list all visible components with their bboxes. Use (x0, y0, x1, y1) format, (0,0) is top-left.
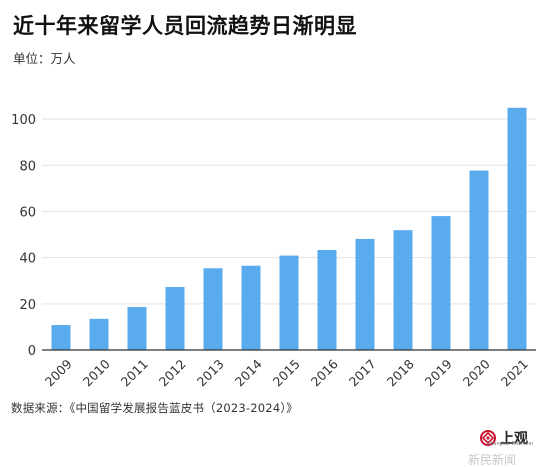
brand-name: 上观 (500, 431, 528, 447)
bar (431, 216, 451, 350)
bar (317, 250, 337, 350)
watermark: 新民新闻 (468, 453, 517, 467)
chart-title: 近十年来留学人员回流趋势日渐明显 (13, 14, 357, 38)
x-tick-label: 2019 (422, 356, 455, 389)
bar (89, 318, 109, 350)
y-tick-label: 20 (19, 298, 36, 313)
unit-label: 单位：万人 (13, 51, 76, 66)
x-tick-label: 2020 (460, 356, 493, 389)
x-tick-label: 2017 (346, 356, 379, 389)
x-tick-label: 2021 (498, 356, 531, 389)
y-tick-label: 60 (19, 205, 36, 220)
bar (469, 170, 489, 350)
bar (279, 255, 299, 350)
bar (241, 265, 261, 350)
data-source: 数据来源：《中国留学发展报告蓝皮书（2023-2024）》 (11, 401, 298, 415)
bar (165, 286, 185, 350)
bar (393, 230, 413, 350)
bar (355, 238, 375, 350)
x-tick-label: 2009 (42, 356, 75, 389)
y-tick-label: 40 (19, 252, 36, 267)
x-tick-label: 2013 (194, 356, 227, 389)
bar-chart: 0 20 40 60 80 100 2009 2010 2011 2012 2013 2014 2015… (11, 107, 536, 389)
x-tick-label: 2012 (156, 356, 189, 389)
bar (203, 268, 223, 350)
x-tick-label: 2015 (270, 356, 303, 389)
y-tick-label: 80 (19, 159, 36, 174)
x-tick-label: 2016 (308, 356, 341, 389)
brand-emblem-icon (480, 430, 496, 446)
x-tick-label: 2011 (118, 356, 151, 389)
y-tick-label: 0 (28, 344, 36, 359)
y-tick-label: 100 (11, 113, 36, 128)
x-tick-label: 2018 (384, 356, 417, 389)
brand-logo: 上观 (480, 428, 528, 448)
bar (507, 107, 527, 350)
x-tick-label: 2014 (232, 356, 265, 389)
bar (127, 307, 147, 350)
brand-subtitle: Shanghai Observer (487, 441, 534, 447)
x-tick-label: 2010 (80, 356, 113, 389)
bar (51, 325, 71, 350)
